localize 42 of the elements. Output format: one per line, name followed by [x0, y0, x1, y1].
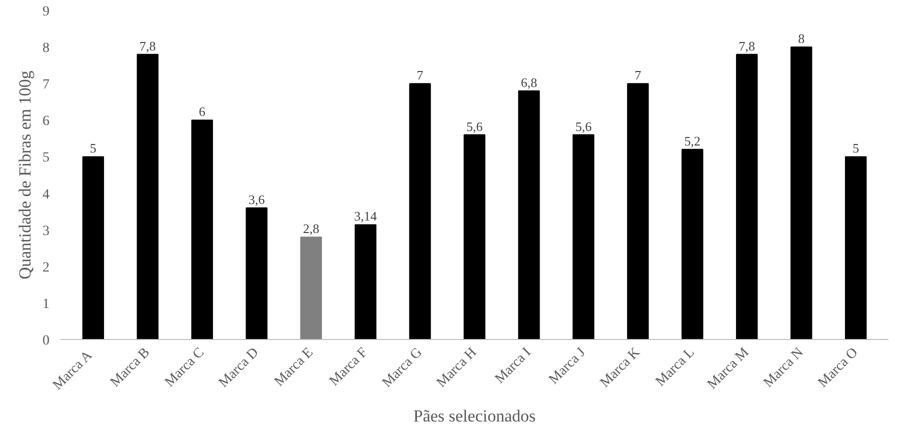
bar — [82, 156, 104, 340]
y-tick-label: 6 — [42, 114, 50, 130]
bar — [464, 134, 486, 340]
y-tick-label: 2 — [42, 260, 50, 276]
y-tick-label: 5 — [42, 150, 50, 166]
y-tick-label: 9 — [42, 4, 50, 20]
bar — [354, 224, 376, 340]
data-label: 2,8 — [302, 221, 320, 236]
bar — [136, 54, 159, 340]
bar — [790, 46, 812, 340]
data-label: 6 — [198, 104, 206, 120]
data-label: 5,6 — [575, 118, 592, 134]
data-label: 5,2 — [684, 133, 701, 148]
bar — [627, 83, 649, 340]
data-label: 7,8 — [140, 38, 156, 54]
bar — [682, 148, 704, 340]
bar — [300, 236, 322, 340]
y-axis-title: Quantidade de Fibras em 100g — [16, 70, 34, 280]
bar — [518, 90, 540, 340]
data-label: 7,8 — [738, 38, 755, 54]
data-label: 5 — [852, 140, 860, 156]
bar — [844, 156, 867, 340]
y-tick-label: 1 — [42, 296, 50, 312]
y-tick-label: 7 — [42, 78, 50, 93]
data-label: 7 — [416, 68, 424, 83]
bar — [246, 207, 268, 340]
bar — [409, 83, 431, 340]
bar — [572, 134, 594, 340]
data-label: 8 — [798, 31, 805, 46]
bar — [191, 120, 213, 340]
data-label: 5,6 — [466, 118, 484, 134]
y-tick-label: 3 — [42, 224, 50, 239]
data-label: 6,8 — [520, 74, 538, 90]
data-label: 7 — [634, 68, 642, 83]
data-label: 3,6 — [248, 192, 266, 207]
y-tick-label: 8 — [42, 41, 50, 56]
y-tick-label: 4 — [42, 187, 50, 202]
bar — [736, 54, 758, 340]
x-axis-title: Pães selecionados — [413, 406, 536, 426]
data-label: 5 — [90, 140, 96, 156]
y-tick-label: 0 — [42, 334, 50, 348]
data-label: 3,14 — [354, 208, 378, 224]
